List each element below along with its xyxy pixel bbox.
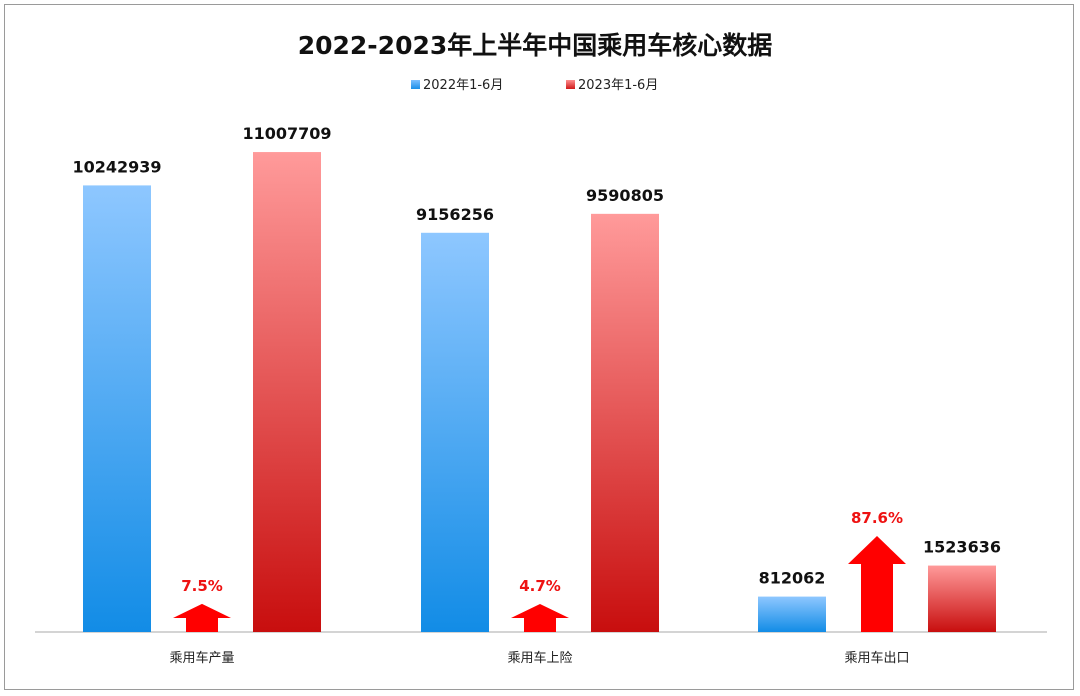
category-label-insurance: 乘用车上险 [507, 650, 572, 666]
growth-label-insurance: 4.7% [519, 577, 561, 595]
category-label-export: 乘用车出口 [844, 650, 909, 666]
value-label-2022-production: 10242939 [72, 157, 161, 176]
bar-2023-insurance [591, 213, 659, 633]
legend: 2022年1-6月 2023年1-6月 [411, 78, 658, 93]
chart-title: 2022-2023年上半年中国乘用车核心数据 [298, 31, 773, 60]
growth-label-export: 87.6% [851, 509, 903, 527]
bar-2022-insurance [421, 232, 489, 632]
legend-swatch-2022 [411, 80, 420, 89]
bar-2023-export [928, 565, 996, 632]
growth-arrow-icon [511, 604, 569, 632]
legend-swatch-2023 [566, 80, 575, 89]
growth-arrow-icon [173, 603, 231, 632]
legend-label-2022: 2022年1-6月 [423, 78, 503, 93]
value-label-2023-production: 11007709 [242, 124, 331, 143]
value-label-2022-export: 812062 [759, 569, 826, 588]
legend-label-2023: 2023年1-6月 [578, 78, 658, 93]
bar-2022-production [83, 185, 151, 633]
chart-frame [4, 4, 1074, 690]
growth-label-production: 7.5% [181, 577, 223, 595]
value-label-2022-insurance: 9156256 [416, 205, 494, 224]
category-label-production: 乘用车产量 [169, 650, 234, 666]
value-label-2023-insurance: 9590805 [586, 186, 664, 205]
value-label-2023-export: 1523636 [923, 538, 1001, 557]
bar-2023-production [253, 152, 321, 632]
bar-2022-export [758, 596, 826, 632]
growth-arrow-icon [848, 536, 906, 632]
